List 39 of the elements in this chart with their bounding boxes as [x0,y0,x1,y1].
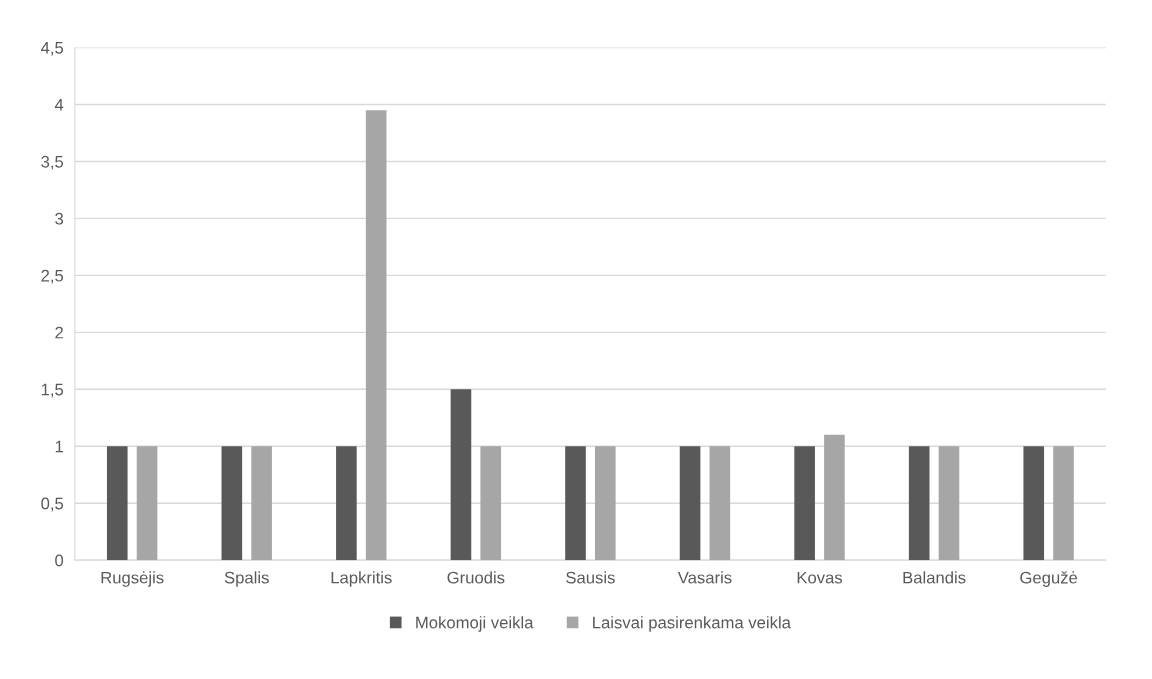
bar [480,446,502,561]
bar [908,446,930,561]
x-tick-label: Gruodis [447,571,505,584]
y-tick-label: 4 [54,99,64,111]
bar [709,446,731,561]
bar [251,446,272,561]
bar [594,446,616,561]
y-tick-label: 4,5 [40,42,64,56]
y-tick-label: 3,5 [41,155,64,170]
bar [1053,446,1074,561]
x-tick-label: Balandis [903,571,966,584]
bar [565,446,586,561]
x-tick-label: Lapkritis [331,571,392,587]
bar [450,389,472,561]
y-tick-label: 0 [55,554,64,567]
x-tick-label: Vasaris [677,571,732,584]
bar [824,434,845,561]
bar [365,110,387,561]
y-tick-label: 3 [55,212,64,225]
x-tick-label: Sausis [566,571,615,584]
bar [336,446,357,561]
x-tick-label: Spalis [224,571,269,587]
x-tick-label: Kovas [797,571,843,584]
bar [938,446,960,561]
bar [221,446,243,561]
y-tick-label: 1 [55,440,63,453]
legend-label: Laisvai pasirenkama veikla [593,616,791,632]
y-tick-label: 0,5 [41,497,64,512]
bar [136,446,158,561]
y-tick-label: 1,5 [41,383,64,398]
y-tick-label: 2 [55,326,63,339]
legend-label: Mokomoji veikla [416,616,534,632]
x-tick-label: Gegužė [1020,571,1078,587]
bar [106,446,128,561]
bar [1023,446,1045,561]
y-tick-label: 2,5 [41,269,64,284]
x-tick-label: Rugsėjis [101,571,164,587]
bar [679,446,701,561]
bar [794,446,815,561]
